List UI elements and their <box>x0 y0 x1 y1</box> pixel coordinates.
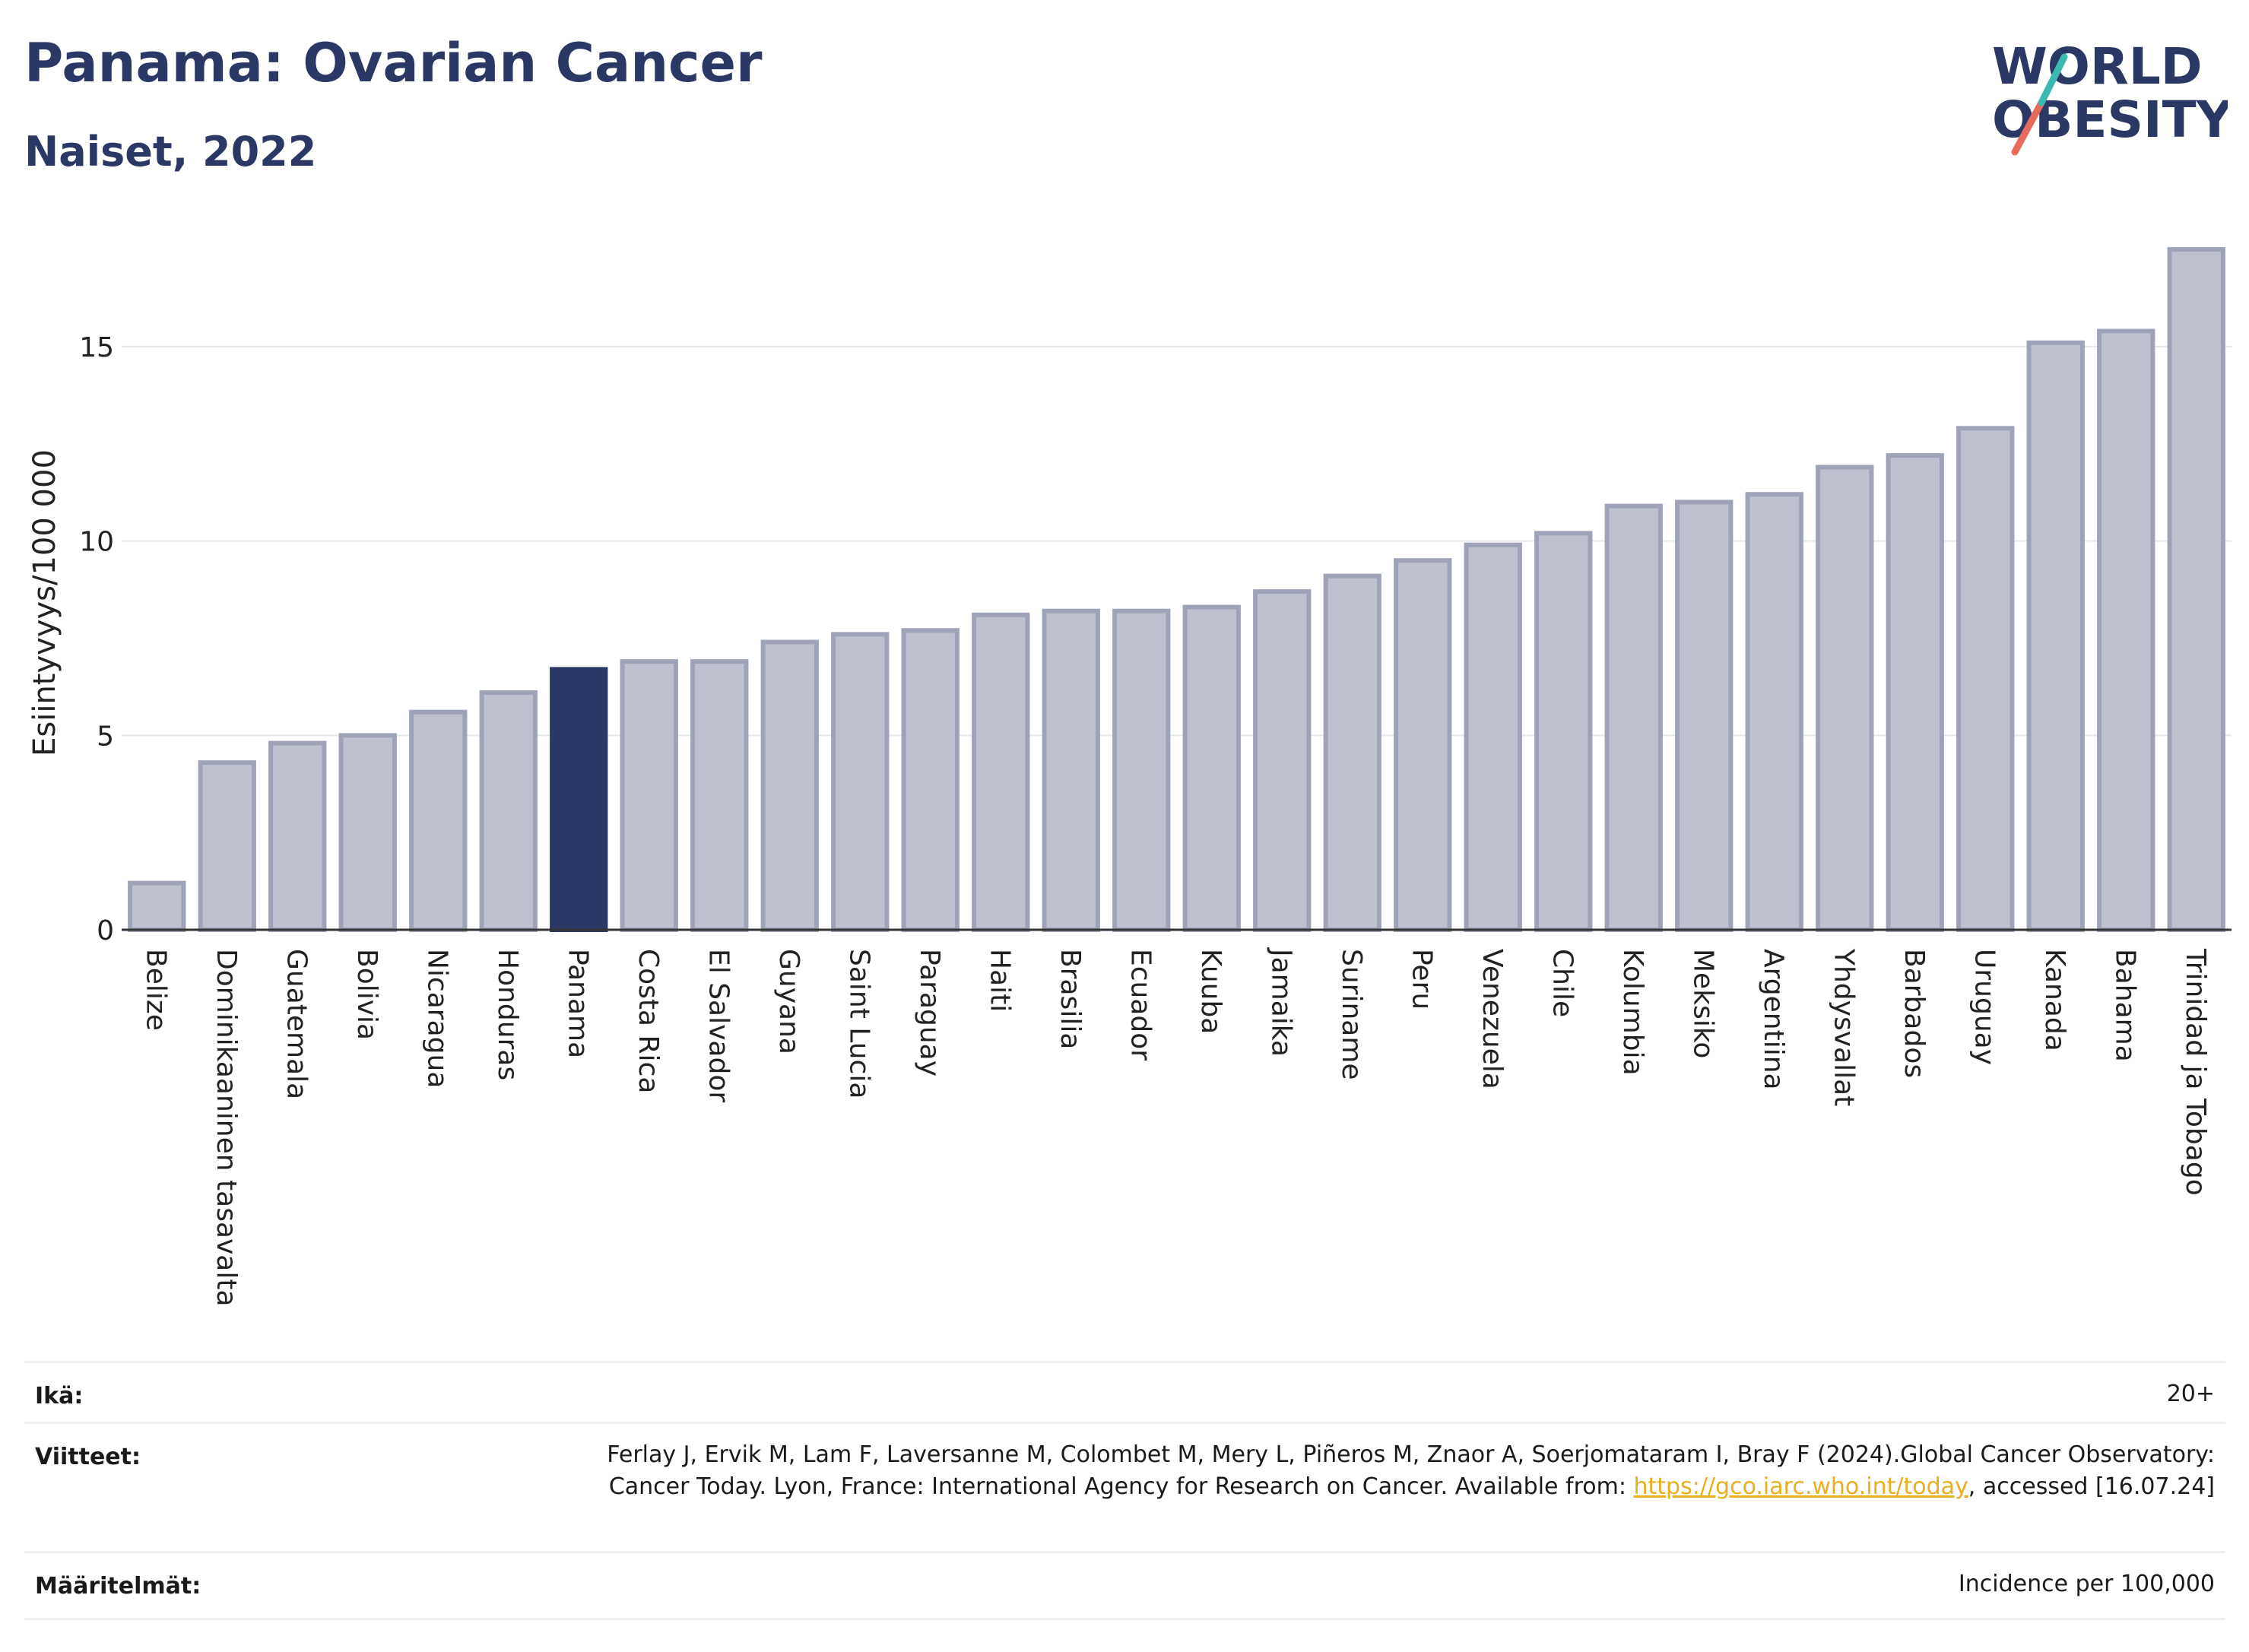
page-subtitle: Naiset, 2022 <box>24 128 317 176</box>
bar-belize <box>128 880 186 932</box>
x-tick-label: Jamaika <box>1265 947 1296 1057</box>
bar-honduras <box>479 690 538 932</box>
bar-panama <box>550 667 608 932</box>
bar-costa-rica <box>620 659 678 933</box>
x-tick-label: Kanada <box>2039 949 2070 1051</box>
x-tick-label: Barbados <box>1898 949 1930 1078</box>
bar-guyana <box>760 639 819 932</box>
bar-venezuela <box>1464 542 1522 932</box>
page-title: Panama: Ovarian Cancer <box>24 32 763 94</box>
world-obesity-logo: WORLD OBESITY <box>1992 37 2228 156</box>
bar-el-salvador <box>690 659 749 933</box>
x-tick-label: Argentiina <box>1758 949 1789 1090</box>
x-tick-label: Peru <box>1406 949 1437 1010</box>
x-tick-label: Nicaragua <box>421 949 452 1088</box>
x-tick-label: Bahama <box>2109 949 2140 1062</box>
footer-row-definitions: Määritelmät: Incidence per 100,000 <box>24 1551 2225 1620</box>
x-tick-label: Chile <box>1546 949 1578 1017</box>
x-tick-label: Saint Lucia <box>843 949 874 1099</box>
bar-paraguay <box>901 628 960 932</box>
bar-meksiko <box>1675 499 1734 932</box>
y-axis-label: Esiintyvyys/100 000 <box>27 449 62 756</box>
x-tick-label: Belize <box>140 949 171 1031</box>
bar-bahama <box>2097 328 2155 932</box>
bar-kanada <box>2026 340 2085 933</box>
x-tick-label: Costa Rica <box>633 949 664 1093</box>
x-tick-label: Uruguay <box>1968 949 2000 1065</box>
x-tick-label: Kuuba <box>1195 949 1226 1034</box>
definitions-value: Incidence per 100,000 <box>1958 1571 2215 1597</box>
y-tick-label: 0 <box>97 915 114 946</box>
references-body: Ferlay J, Ervik M, Lam F, Laversanne M, … <box>607 1441 2215 1500</box>
x-tick-label: Trinidad ja Tobago <box>2180 948 2211 1196</box>
bar-chart: 0 5 10 15 Esiintyvyys/100 000 Belize Dominikaa… <box>27 247 2232 1307</box>
x-tick-label: Venezuela <box>1477 949 1508 1089</box>
bar-saint-lucia <box>831 632 890 932</box>
x-tick-label: Brasilia <box>1055 949 1086 1049</box>
x-tick-label: El Salvador <box>703 949 734 1102</box>
y-tick-label: 5 <box>97 721 114 752</box>
bar-argentiina <box>1745 492 1803 932</box>
footer-row-age: Ikä: 20+ <box>24 1361 2225 1424</box>
x-tick-label: Panama <box>562 949 593 1058</box>
bar-yhdysvallat <box>1816 465 1874 932</box>
bar-brasilia <box>1042 608 1100 932</box>
x-tick-label: Guatemala <box>281 949 312 1099</box>
y-tick-label: 15 <box>79 332 114 363</box>
bar-trinidad-ja-tobago <box>2167 247 2225 932</box>
bar-kolumbia <box>1604 503 1663 932</box>
bar-peru <box>1394 558 1452 932</box>
bar-haiti <box>972 612 1030 933</box>
logo-line1: WORLD <box>1992 37 2203 96</box>
age-value: 20+ <box>2166 1381 2215 1407</box>
references-tail: , accessed [16.07.24] <box>1968 1473 2215 1500</box>
bar-uruguay <box>1956 426 2015 932</box>
x-tick-label: Dominikaaninen tasavalta <box>211 949 242 1307</box>
x-tick-label: Yhdysvallat <box>1828 948 1859 1106</box>
x-tick-label: Meksiko <box>1687 949 1718 1058</box>
x-tick-label: Guyana <box>773 949 804 1054</box>
bar-dominikaaninen-tasavalta <box>198 760 256 933</box>
y-tick-label: 10 <box>79 527 114 558</box>
x-tick-label: Honduras <box>492 949 523 1080</box>
bar-bolivia <box>338 733 397 932</box>
bar-kuuba <box>1182 604 1241 932</box>
bar-ecuador <box>1112 608 1171 932</box>
references-label: Viitteet: <box>35 1444 141 1470</box>
bar-guatemala <box>268 740 327 933</box>
definitions-label: Määritelmät: <box>35 1573 201 1600</box>
age-label: Ikä: <box>35 1383 84 1409</box>
bar-nicaragua <box>409 709 468 932</box>
bar-suriname <box>1323 573 1381 933</box>
references-link[interactable]: https://gco.iarc.who.int/today <box>1633 1473 1968 1500</box>
bar-barbados <box>1886 453 1944 932</box>
footer-row-references: Viitteet: Ferlay J, Ervik M, Lam F, Lave… <box>24 1422 2225 1553</box>
bar-chile <box>1534 531 1593 932</box>
x-tick-label: Suriname <box>1336 949 1367 1080</box>
x-tick-label: Paraguay <box>914 949 945 1076</box>
x-tick-label: Bolivia <box>351 949 382 1040</box>
bar-jamaika <box>1253 589 1312 932</box>
x-tick-label: Haiti <box>984 949 1015 1012</box>
x-tick-label: Kolumbia <box>1617 949 1648 1076</box>
x-tick-label: Ecuador <box>1124 949 1156 1061</box>
footer-table: Ikä: 20+ Viitteet: Ferlay J, Ervik M, La… <box>24 1361 2225 1620</box>
references-text: Ferlay J, Ervik M, Lam F, Laversanne M, … <box>580 1439 2215 1503</box>
